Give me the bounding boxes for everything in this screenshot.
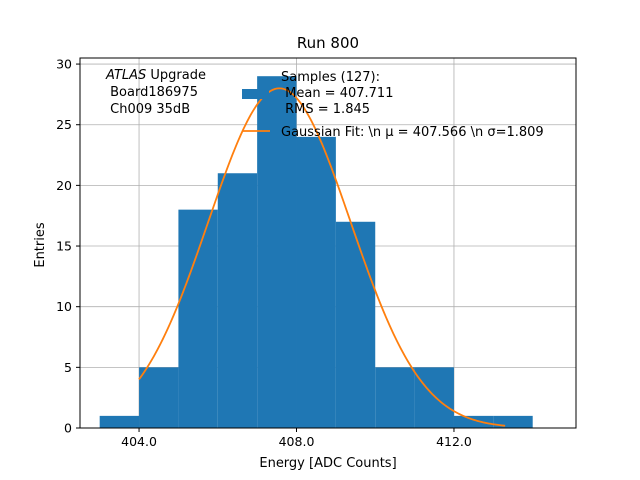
histogram-bar	[453, 415, 494, 428]
plot-frame	[79, 57, 577, 429]
annotation-line-2: Board186975	[106, 85, 198, 100]
legend-hist-swatch	[242, 89, 269, 99]
chart-title: Run 800	[297, 34, 359, 52]
legend: Samples (127): Mean = 407.711 RMS = 1.84…	[242, 70, 544, 140]
histogram-bar	[375, 367, 415, 428]
x-axis-label: Energy [ADC Counts]	[259, 456, 396, 471]
x-tick-label: 412.0	[436, 434, 472, 449]
y-tick-label: 15	[56, 239, 72, 254]
gaussian-fit-line	[138, 87, 506, 427]
upgrade-text: Upgrade	[146, 68, 206, 83]
histogram-bar	[178, 209, 218, 428]
histogram-bar	[493, 415, 533, 428]
histogram-bar	[257, 76, 297, 429]
annotation-line-3: Ch009 35dB	[106, 102, 190, 117]
legend-hist-label-line-3: RMS = 1.845	[281, 102, 370, 117]
x-tick-label: 404.0	[121, 434, 157, 449]
ticks-layer: 404.0 408.0 412.0 0 5 10 15 20 25 30	[56, 57, 472, 449]
histogram-bars	[99, 76, 533, 429]
y-tick-label: 25	[56, 117, 72, 132]
legend-hist-label-line-2: Mean = 407.711	[281, 86, 393, 101]
histogram-bar	[296, 136, 336, 428]
histogram-bar	[335, 221, 376, 428]
histogram-bar	[99, 415, 140, 428]
y-tick-label: 5	[64, 360, 72, 375]
y-tick-label: 10	[56, 299, 72, 314]
y-axis-label: Entries	[33, 222, 48, 268]
y-tick-label: 30	[56, 57, 72, 72]
atlas-annotation: ATLAS Upgrade Board186975 Ch009 35dB	[105, 68, 206, 117]
fit-layer	[138, 87, 506, 427]
annotation-line-1: ATLAS Upgrade	[105, 68, 206, 83]
y-tick-label: 0	[64, 421, 72, 436]
legend-hist-label-line-1: Samples (127):	[281, 70, 380, 85]
y-tick-label: 20	[56, 178, 72, 193]
x-tick-label: 408.0	[279, 434, 315, 449]
histogram-bar	[139, 367, 179, 428]
atlas-text: ATLAS	[105, 68, 146, 83]
histogram-bar	[217, 173, 258, 428]
legend-fit-label: Gaussian Fit: \n μ = 407.566 \n σ=1.809	[281, 125, 544, 140]
histogram-bar	[414, 367, 454, 428]
